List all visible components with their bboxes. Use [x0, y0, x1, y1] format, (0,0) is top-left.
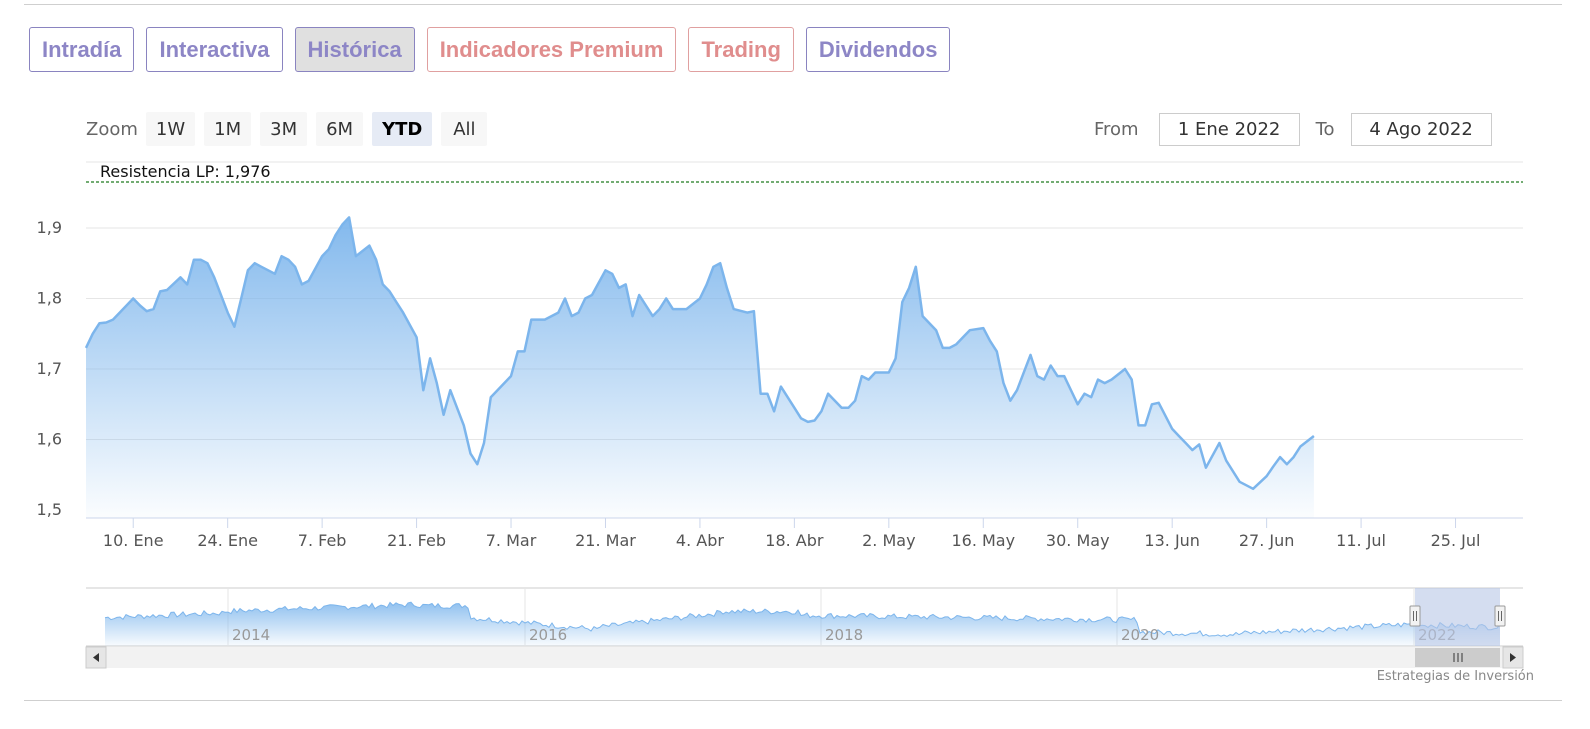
series-line — [84, 216, 1315, 491]
x-tick-label: 24. Ene — [197, 531, 258, 550]
x-tick-label: 18. Abr — [765, 531, 824, 550]
zoom-label: Zoom — [86, 118, 138, 140]
navigator-handle[interactable] — [1409, 605, 1421, 627]
tab-dividendos[interactable]: Dividendos — [805, 27, 951, 72]
navigator-year-label: 2018 — [825, 626, 863, 644]
x-tick-label: 7. Mar — [486, 531, 537, 550]
zoom-button-1m[interactable]: 1M — [204, 112, 252, 146]
x-tick-label: 4. Abr — [676, 531, 724, 550]
x-tick-label: 16. May — [951, 531, 1015, 550]
zoom-button-ytd[interactable]: YTD — [372, 112, 433, 146]
to-label: To — [1315, 119, 1335, 140]
x-tick-label: 10. Ene — [103, 531, 164, 550]
navigator-line — [104, 601, 1501, 637]
zoom-button-6m[interactable]: 6M — [316, 112, 364, 146]
navigator-handle-body — [1409, 605, 1421, 627]
tab-hist-rica[interactable]: Histórica — [294, 27, 415, 72]
x-tick-label: 27. Jun — [1239, 531, 1295, 550]
top-divider — [24, 4, 1562, 5]
tab-intrad-a[interactable]: Intradía — [29, 27, 135, 72]
x-tick-label: 2. May — [862, 531, 915, 550]
x-tick-label: 7. Feb — [298, 531, 347, 550]
resistance-line: Resistencia LP: 1,976 — [86, 162, 1523, 183]
navigator-scrollbar[interactable] — [85, 646, 1524, 669]
x-tick-label: 21. Feb — [387, 531, 446, 550]
x-tick-label: 11. Jul — [1336, 531, 1386, 550]
y-tick-label: 1,8 — [37, 289, 62, 308]
navigator-handle-body — [1494, 605, 1506, 627]
x-tick-label: 30. May — [1046, 531, 1110, 550]
tab-indicadores-premium[interactable]: Indicadores Premium — [426, 27, 677, 72]
navigator: 20142016201820202022 — [85, 587, 1524, 669]
navigator-year-label: 2020 — [1121, 626, 1159, 644]
zoom-buttons: 1W 1M 3M 6M YTD All — [145, 112, 496, 146]
zoom-button-1w[interactable]: 1W — [145, 112, 196, 146]
chevron-left-icon — [93, 653, 99, 662]
navigator-selection — [1415, 588, 1500, 646]
credit-text: Estrategias de Inversión — [1376, 669, 1534, 684]
from-date-input[interactable]: 1 Ene 2022 — [1158, 113, 1300, 146]
x-tick-label: 21. Mar — [575, 531, 636, 550]
chart-tabs: Intradía Interactiva Histórica Indicadores … — [29, 27, 951, 72]
navigator-year-label: 2016 — [529, 626, 567, 644]
y-tick-label: 1,7 — [37, 359, 62, 378]
x-tick-label: 25. Jul — [1431, 531, 1481, 550]
date-range: From 1 Ene 2022 To 4 Ago 2022 — [1094, 113, 1492, 146]
navigator-fill — [105, 602, 1500, 646]
y-tick-label: 1,9 — [37, 218, 62, 237]
price-chart: Resistencia LP: 1,976 1,5 1,6 1,7 1,8 1,9 10… — [37, 161, 1524, 669]
x-axis: 10. Ene 24. Ene 7. Feb 21. Feb 7. Mar 21. Mar… — [103, 518, 1481, 550]
y-axis: 1,5 1,6 1,7 1,8 1,9 — [37, 218, 62, 519]
resistance-label: Resistencia LP: 1,976 — [100, 162, 271, 181]
series-area — [84, 216, 1315, 518]
series-fill — [86, 217, 1314, 518]
zoom-button-all[interactable]: All — [441, 112, 488, 146]
chevron-right-icon — [1510, 653, 1516, 662]
to-date-input[interactable]: 4 Ago 2022 — [1350, 113, 1492, 146]
x-tick-label: 13. Jun — [1144, 531, 1200, 550]
zoom-selector: Zoom 1W 1M 3M 6M YTD All — [86, 112, 496, 146]
scrollbar-track — [86, 647, 1523, 668]
bottom-divider — [24, 700, 1562, 701]
y-tick-label: 1,6 — [37, 430, 62, 449]
y-tick-label: 1,5 — [37, 500, 62, 519]
tab-trading[interactable]: Trading — [688, 27, 794, 72]
tab-interactiva[interactable]: Interactiva — [146, 27, 283, 72]
navigator-year-label: 2014 — [232, 626, 270, 644]
zoom-button-3m[interactable]: 3M — [260, 112, 308, 146]
navigator-handle[interactable] — [1494, 605, 1506, 627]
from-label: From — [1094, 119, 1139, 140]
